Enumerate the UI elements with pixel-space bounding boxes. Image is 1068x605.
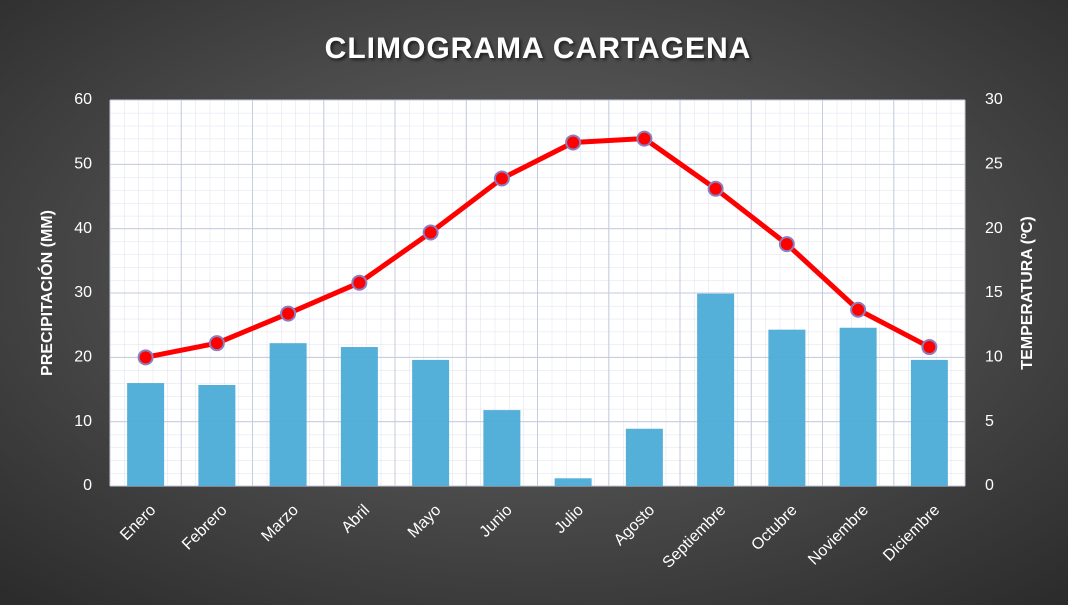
- bar: [269, 343, 307, 486]
- y2-axis-label: TEMPERATURA (ºC): [1019, 216, 1036, 369]
- bar: [697, 293, 735, 486]
- line-marker: [137, 349, 154, 366]
- y-axis-label: PRECIPITACIÓN (MM): [37, 210, 56, 376]
- chart-title: CLIMOGRAMA CARTAGENA: [325, 32, 752, 65]
- bar: [340, 347, 378, 486]
- line: [143, 136, 932, 360]
- y-tick-label: 30: [74, 284, 92, 301]
- y-tick-label: 40: [74, 220, 92, 237]
- bar: [625, 428, 663, 486]
- bar: [910, 359, 948, 486]
- line-marker: [351, 274, 368, 291]
- bar: [198, 384, 236, 486]
- line-marker: [208, 335, 225, 352]
- line-marker: [707, 180, 724, 197]
- y-tick-label: 0: [83, 477, 92, 494]
- y-tick-label: 60: [74, 91, 92, 108]
- bar: [483, 410, 521, 486]
- y2-tick-label: 10: [985, 349, 1003, 366]
- y-tick-label: 10: [74, 413, 92, 430]
- line-marker: [636, 130, 653, 147]
- bar: [554, 478, 592, 486]
- bar: [839, 327, 877, 486]
- line-marker: [280, 305, 297, 322]
- y2-tick-label: 0: [985, 477, 994, 494]
- line-marker: [565, 134, 582, 151]
- y-tick-label: 50: [74, 156, 92, 173]
- y2-tick-label: 5: [985, 413, 994, 430]
- line-marker: [921, 339, 938, 356]
- bar: [127, 383, 165, 486]
- y2-tick-label: 15: [985, 284, 1003, 301]
- bar: [412, 359, 450, 486]
- y2-tick-label: 20: [985, 220, 1003, 237]
- line-marker: [493, 170, 510, 187]
- line-marker: [422, 224, 439, 241]
- y2-tick-label: 30: [985, 91, 1003, 108]
- y-tick-label: 20: [74, 349, 92, 366]
- bar: [768, 329, 806, 486]
- line-marker: [850, 301, 867, 318]
- y2-tick-label: 25: [985, 156, 1003, 173]
- line-marker: [778, 236, 795, 253]
